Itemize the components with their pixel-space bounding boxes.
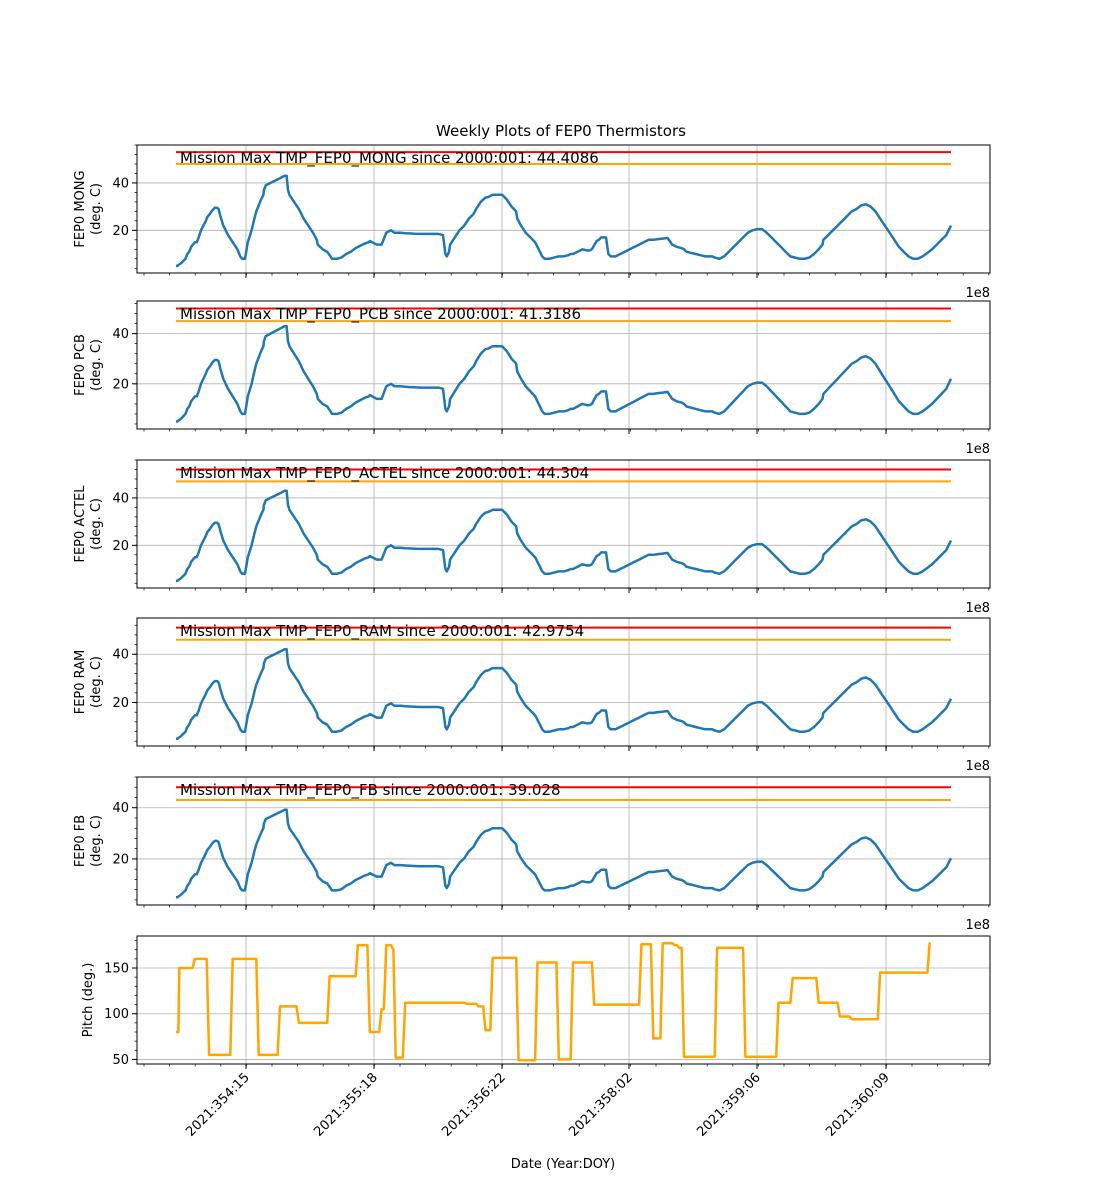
x-offset-text: 1e8 <box>965 601 990 616</box>
y-tick-label: 20 <box>112 852 129 867</box>
y-tick-label: 20 <box>112 377 129 392</box>
y-axis-unit-label: (deg. C) <box>89 656 104 708</box>
panel-2: 20 40 Mission Max TMP_FEP0_PCB since 2000:… <box>73 300 991 457</box>
y-tick-label: 150 <box>104 962 129 977</box>
y-tick-label: 40 <box>112 176 129 191</box>
mission-max-annotation: Mission Max TMP_FEP0_RAM since 2000:001:… <box>180 622 584 641</box>
panel-4: 20 40 Mission Max TMP_FEP0_RAM since 2000:… <box>73 617 991 774</box>
panel-3: 20 40 Mission Max TMP_FEP0_ACTEL since 200… <box>73 459 991 616</box>
temperature-series-line <box>176 324 953 423</box>
panel-5: 20 40 Mission Max TMP_FEP0_FB since 2000:0… <box>73 776 991 933</box>
y-axis-unit-label: (deg. C) <box>89 183 104 235</box>
mission-max-annotation: Mission Max TMP_FEP0_FB since 2000:001: … <box>180 781 561 800</box>
temperature-series-line <box>176 808 953 899</box>
axes-frame <box>136 617 991 747</box>
y-tick-label: 40 <box>112 648 129 663</box>
temperature-series-line <box>176 489 953 583</box>
y-tick-label: 40 <box>112 801 129 816</box>
x-axis-label: Date (Year:DOY) <box>511 1157 616 1172</box>
y-axis-unit-label: (deg. C) <box>89 815 104 867</box>
figure-title: Weekly Plots of FEP0 Thermistors <box>436 122 686 140</box>
x-offset-text: 1e8 <box>965 442 990 457</box>
y-axis-label: FEP0 PCB <box>73 334 88 396</box>
mission-max-annotation: Mission Max TMP_FEP0_MONG since 2000:001… <box>180 149 599 168</box>
panel-6: 50 100 150 Pitch (deg.) 2021:354:15 2021:355:… <box>81 935 991 1140</box>
y-axis-label: Pitch (deg.) <box>81 963 96 1038</box>
x-offset-text: 1e8 <box>965 759 990 774</box>
x-tick-label: 2021:359:06 <box>694 1070 763 1139</box>
x-offset-text: 1e8 <box>965 286 990 301</box>
x-tick-label: 2021:356:22 <box>439 1070 508 1139</box>
y-axis-unit-label: (deg. C) <box>89 339 104 391</box>
y-axis-label: FEP0 FB <box>73 815 88 867</box>
y-tick-label: 40 <box>112 491 129 506</box>
axes-frame <box>136 459 991 589</box>
x-offset-text: 1e8 <box>965 918 990 933</box>
y-tick-label: 20 <box>112 696 129 711</box>
x-tick-label: 2021:358:02 <box>566 1070 635 1139</box>
y-tick-label: 40 <box>112 327 129 342</box>
panels: 20 40 Mission Max TMP_FEP0_MONG since 2000… <box>73 144 991 1140</box>
y-axis-unit-label: (deg. C) <box>89 498 104 550</box>
x-tick-label: 2021:355:18 <box>311 1070 380 1139</box>
x-tick-label: 2021:360:09 <box>823 1070 892 1139</box>
panel-1: 20 40 Mission Max TMP_FEP0_MONG since 2000… <box>73 144 991 301</box>
x-tick-label: 2021:354:15 <box>183 1070 252 1139</box>
axes-frame <box>136 300 991 430</box>
y-axis-label: FEP0 ACTEL <box>73 485 88 563</box>
y-tick-label: 50 <box>112 1053 129 1068</box>
axes-frame <box>136 776 991 906</box>
y-axis-label: FEP0 RAM <box>73 650 88 715</box>
y-axis-label: FEP0 MONG <box>73 170 88 247</box>
y-tick-label: 20 <box>112 224 129 239</box>
pitch-series-line <box>176 942 931 1062</box>
mission-max-annotation: Mission Max TMP_FEP0_ACTEL since 2000:00… <box>180 464 589 483</box>
axes-frame <box>136 935 991 1065</box>
temperature-series-line <box>176 648 953 741</box>
y-tick-label: 20 <box>112 539 129 554</box>
axes-frame <box>136 144 991 274</box>
y-tick-label: 100 <box>104 1007 129 1022</box>
temperature-series-line <box>176 174 953 268</box>
mission-max-annotation: Mission Max TMP_FEP0_PCB since 2000:001:… <box>180 305 581 324</box>
